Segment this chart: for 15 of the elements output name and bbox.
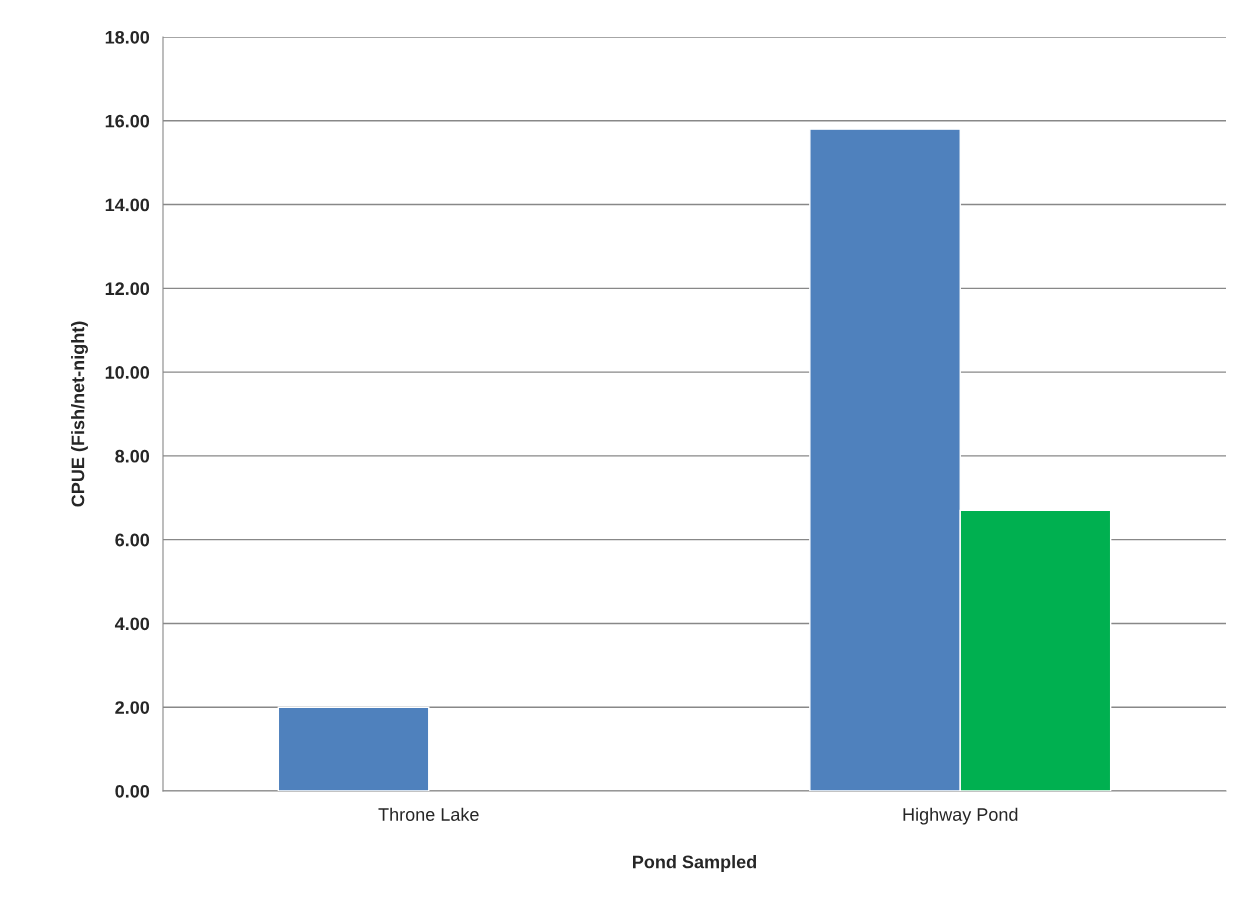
y-tick-label: 8.00 <box>115 449 150 463</box>
y-tick-label: 12.00 <box>105 282 150 296</box>
x-tick-label: Throne Lake <box>378 807 479 821</box>
y-tick-label: 2.00 <box>115 701 150 714</box>
bar <box>277 706 430 791</box>
y-tick-label: 16.00 <box>105 114 150 128</box>
y-tick-label: 10.00 <box>105 366 150 379</box>
y-tick-label: 14.00 <box>105 198 150 212</box>
x-axis-title: Pond Sampled <box>633 855 757 872</box>
y-tick-label: 6.00 <box>115 533 150 547</box>
y-tick-label: 0.00 <box>115 784 150 798</box>
y-tick-label: 18.00 <box>105 30 150 44</box>
y-axis-title: CPUE (Fish/net-night) <box>71 321 88 507</box>
y-tick-label: 4.00 <box>114 617 150 631</box>
x-tick-label: Highway Pond <box>903 807 1018 825</box>
